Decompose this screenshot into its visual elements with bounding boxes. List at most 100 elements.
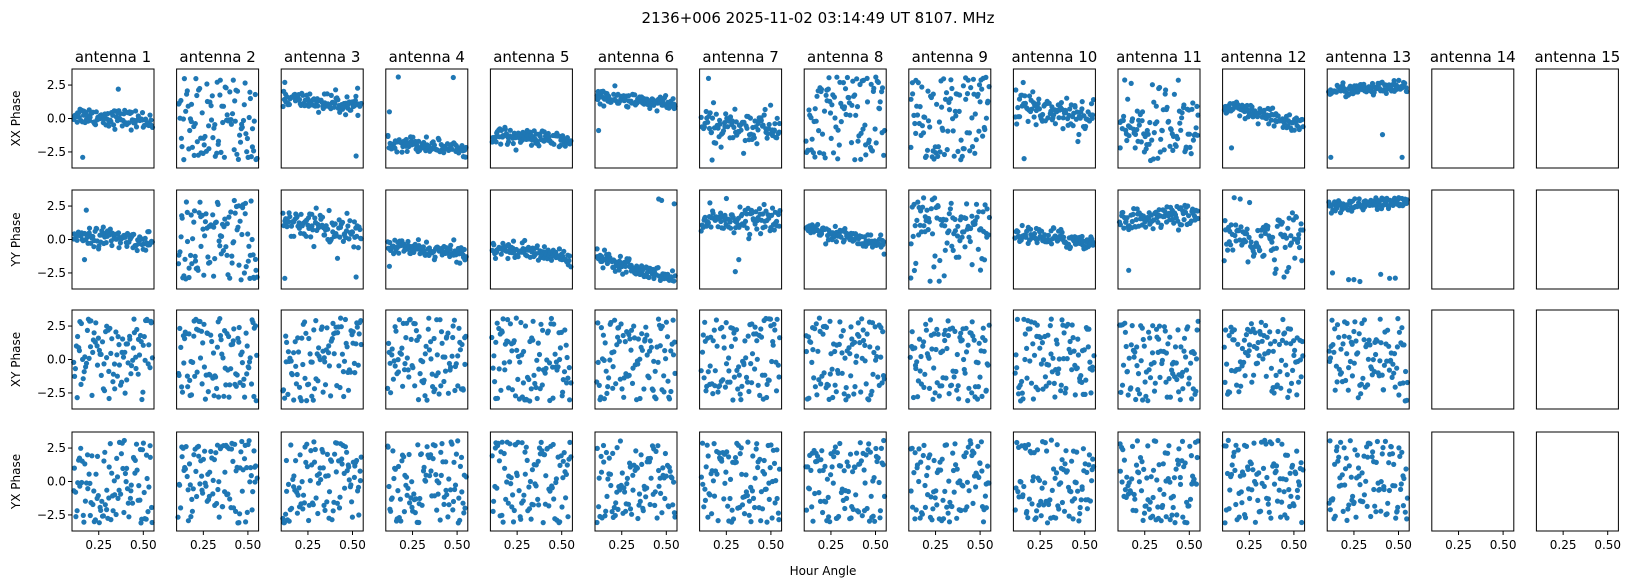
y-axis-label-row-4: YX Phase — [9, 454, 23, 510]
data-point — [386, 483, 392, 490]
data-point — [221, 224, 227, 230]
data-point — [702, 497, 709, 503]
data-point — [875, 374, 881, 380]
data-point — [1330, 342, 1336, 348]
data-point — [830, 394, 836, 401]
data-point — [771, 460, 778, 466]
data-point — [133, 124, 140, 130]
data-point — [244, 343, 250, 349]
data-point — [518, 516, 524, 522]
data-point — [849, 102, 855, 108]
data-point — [530, 318, 536, 324]
data-point — [1286, 112, 1293, 118]
data-point — [443, 459, 449, 465]
data-point — [927, 452, 933, 458]
data-point — [932, 390, 938, 396]
panel-r3-ant4 — [385, 309, 469, 410]
data-point — [134, 326, 140, 333]
data-point — [853, 492, 859, 498]
data-point — [1248, 239, 1254, 245]
data-point — [908, 96, 914, 102]
data-point — [872, 518, 878, 524]
data-point — [705, 453, 711, 459]
data-point — [725, 124, 731, 130]
data-point — [130, 345, 136, 351]
data-point — [721, 334, 727, 340]
data-point — [611, 349, 617, 355]
data-point — [771, 227, 777, 233]
data-point — [101, 361, 107, 367]
data-point — [1267, 329, 1273, 335]
data-point — [941, 273, 947, 279]
data-point — [345, 223, 351, 229]
data-point — [419, 502, 425, 508]
data-point — [1158, 222, 1164, 228]
data-point — [522, 471, 528, 477]
data-point — [968, 85, 974, 91]
data-point — [921, 223, 927, 229]
panel-frame — [1012, 68, 1096, 169]
data-point — [1190, 137, 1196, 143]
data-point — [917, 368, 923, 374]
data-point — [1327, 355, 1334, 361]
data-point — [510, 238, 517, 244]
data-point — [548, 257, 555, 263]
data-point — [758, 117, 764, 124]
data-point — [1386, 343, 1392, 349]
data-point — [619, 386, 625, 392]
data-point — [952, 228, 959, 234]
data-point — [1185, 203, 1191, 209]
data-point — [1222, 218, 1228, 224]
data-point — [201, 272, 207, 278]
data-point — [1193, 356, 1200, 362]
data-point — [1177, 397, 1183, 403]
data-point — [838, 333, 844, 339]
data-point — [197, 481, 203, 487]
data-point — [229, 253, 235, 259]
data-point — [985, 362, 991, 368]
data-point — [1124, 368, 1130, 375]
data-point — [433, 472, 439, 478]
data-point — [90, 233, 96, 240]
data-point — [178, 97, 184, 104]
data-point — [123, 479, 129, 485]
data-point — [536, 502, 542, 508]
data-point — [237, 218, 243, 224]
data-point — [1031, 352, 1038, 358]
data-point — [1070, 335, 1076, 341]
panel-frame — [1431, 189, 1515, 290]
panel-frame — [594, 68, 678, 169]
data-point — [128, 363, 135, 369]
data-point — [744, 492, 751, 499]
data-point — [723, 361, 730, 367]
data-point — [730, 397, 736, 403]
data-point — [706, 125, 713, 132]
data-point — [341, 393, 347, 400]
data-point — [128, 127, 134, 133]
data-point — [1022, 356, 1028, 363]
data-point — [927, 317, 934, 323]
data-point — [666, 396, 673, 402]
data-point — [1264, 334, 1270, 340]
data-point — [389, 495, 395, 501]
data-point — [1273, 266, 1279, 272]
data-point — [106, 464, 112, 470]
data-point — [854, 353, 860, 359]
y-tick-label: −2.5 — [37, 145, 66, 159]
data-point — [823, 499, 829, 505]
data-point — [328, 393, 334, 399]
data-point — [114, 455, 120, 461]
data-point — [304, 441, 310, 447]
data-point — [738, 445, 744, 451]
data-point — [1396, 77, 1402, 83]
data-point — [141, 489, 147, 496]
data-point — [557, 345, 564, 351]
data-point — [947, 206, 954, 212]
data-point — [1175, 136, 1181, 142]
data-point — [441, 378, 447, 385]
data-point — [392, 324, 398, 330]
data-point — [511, 507, 517, 514]
data-point — [448, 364, 454, 370]
data-point — [302, 375, 308, 381]
data-point — [311, 327, 317, 333]
